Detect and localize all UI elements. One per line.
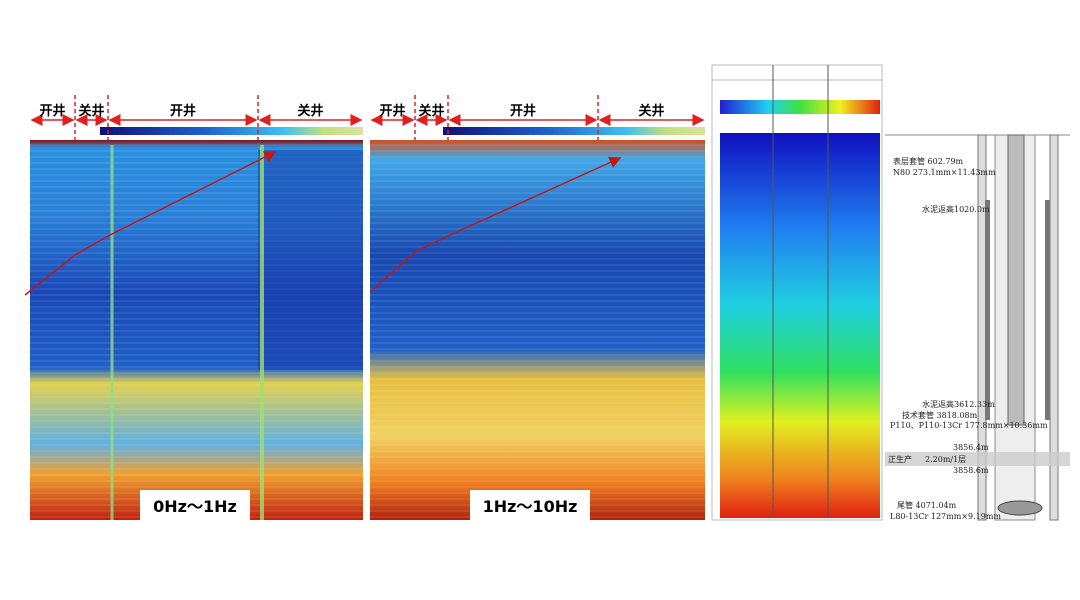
well-label: 表层套管 602.79m — [893, 156, 964, 166]
well-label: 3858.6m — [953, 466, 989, 475]
trend-arrow — [24, 151, 277, 296]
well-label: N80 273.1mm×11.43mm — [893, 168, 996, 177]
phase-label: 关井 — [418, 103, 444, 119]
colorbar — [100, 127, 363, 135]
band-box — [470, 490, 590, 522]
phase-label: 开井 — [379, 103, 405, 119]
phase-label: 关井 — [638, 103, 664, 119]
well-label: L80-13Cr 127mm×9.19mm — [890, 512, 1001, 521]
cement — [985, 200, 990, 420]
colorbar — [443, 127, 705, 135]
color-strip — [720, 100, 880, 114]
production-zone — [885, 452, 1070, 466]
panel-3 — [711, 64, 883, 521]
well-label: 尾管 4071.04m — [897, 500, 957, 510]
well-label: 水泥返高1020.0m — [922, 204, 990, 214]
phase-label: 开井 — [39, 103, 65, 119]
shade — [258, 150, 363, 370]
well-label: P110、P110-13Cr 177.8mm×10.36mm — [890, 421, 1048, 430]
well-label: 技术套管 3818.08m — [902, 410, 978, 420]
well-label: 3856.4m — [953, 443, 989, 452]
phase-label: 开井 — [170, 103, 196, 119]
well-diagram: 表层套管 602.79m N80 273.1mm×11.43mm 水泥返高102… — [885, 134, 1070, 521]
well-label: 2.20m/1层 — [925, 455, 966, 464]
phase-label: 关井 — [78, 103, 104, 119]
well-label: 水泥返高3612.33m — [922, 399, 995, 409]
liner-shoe — [997, 500, 1043, 516]
band-label: 1Hz～10Hz — [483, 497, 578, 516]
band-label: 0Hz～1Hz — [153, 497, 237, 516]
panel-1: 0Hz～1Hz — [24, 127, 363, 522]
texture — [370, 140, 705, 520]
tubing — [1007, 134, 1025, 426]
panel-2: 1Hz～10Hz — [369, 127, 705, 522]
phase-label: 开井 — [510, 103, 536, 119]
phase-label: 关井 — [297, 103, 323, 119]
cement — [1045, 200, 1050, 420]
well-label: 正生产 — [888, 454, 912, 464]
trend-arrow — [369, 156, 622, 293]
band-box — [140, 490, 250, 522]
temperature-map — [720, 133, 880, 518]
